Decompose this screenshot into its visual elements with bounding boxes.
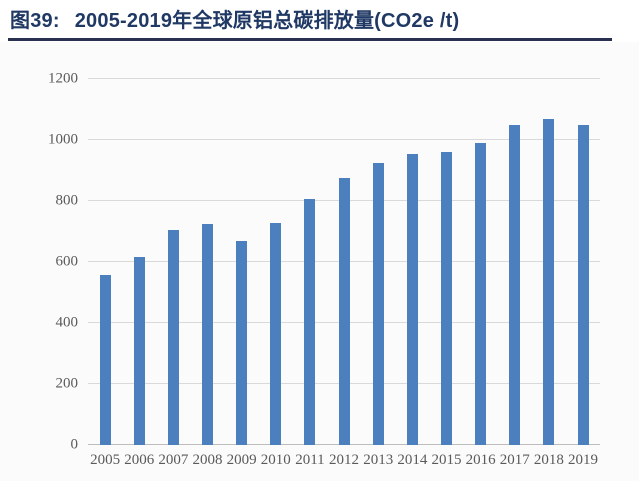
x-tick-label-2010: 2010 bbox=[260, 452, 291, 468]
y-tick-label-0: 0 bbox=[70, 436, 79, 453]
bar-slot-2005 bbox=[88, 79, 122, 445]
y-tick-label-800: 800 bbox=[55, 192, 79, 209]
bar-slot-2013 bbox=[361, 79, 395, 445]
bar-2018 bbox=[543, 119, 555, 445]
page-title: 图39: 2005-2019年全球原铝总碳排放量(CO2e /t) bbox=[10, 4, 633, 33]
x-tick-label-2012: 2012 bbox=[329, 452, 360, 468]
bar-slot-2010 bbox=[259, 79, 293, 445]
bar-2010 bbox=[270, 222, 282, 445]
bar-2017 bbox=[509, 124, 521, 445]
bar-slot-2009 bbox=[225, 79, 259, 445]
y-tick-label-1200: 1200 bbox=[48, 70, 78, 87]
bar-slot-2017 bbox=[498, 79, 532, 445]
bar-slot-2018 bbox=[532, 79, 566, 445]
bar-2011 bbox=[304, 199, 316, 445]
y-tick-label-600: 600 bbox=[55, 253, 79, 270]
bar-slot-2011 bbox=[293, 79, 327, 445]
bar-chart: 0 200 400 600 800 1000 1200 2005 2006 2007 2008 20… bbox=[0, 42, 639, 481]
bar-slot-2014 bbox=[395, 79, 429, 445]
bar-2015 bbox=[440, 152, 452, 445]
bar-slot-2006 bbox=[122, 79, 156, 445]
x-tick-label-2005: 2005 bbox=[90, 452, 121, 468]
bar-slot-2007 bbox=[156, 79, 190, 445]
x-tick-label-2018: 2018 bbox=[533, 452, 564, 468]
plot-area bbox=[88, 78, 600, 445]
gridline-1200 bbox=[88, 78, 600, 79]
x-tick-label-2016: 2016 bbox=[465, 452, 496, 468]
bar-slot-2015 bbox=[429, 79, 463, 445]
x-tick-label-2015: 2015 bbox=[431, 452, 462, 468]
x-tick-label-2014: 2014 bbox=[397, 452, 428, 468]
y-axis-labels: 0 200 400 600 800 1000 1200 bbox=[0, 71, 79, 452]
bar-2005 bbox=[99, 275, 111, 445]
bar-2016 bbox=[475, 143, 487, 445]
x-tick-label-2006: 2006 bbox=[124, 452, 155, 468]
figure-header: 图39: 2005-2019年全球原铝总碳排放量(CO2e /t) bbox=[0, 0, 639, 42]
y-tick-label-1000: 1000 bbox=[48, 131, 78, 148]
bar-slot-2016 bbox=[464, 79, 498, 445]
title-underline bbox=[8, 38, 612, 41]
x-tick-label-2011: 2011 bbox=[295, 452, 325, 468]
x-tick-label-2013: 2013 bbox=[363, 452, 394, 468]
x-tick-label-2009: 2009 bbox=[226, 452, 257, 468]
y-tick-label-400: 400 bbox=[55, 314, 79, 331]
x-axis-labels: 2005 2006 2007 2008 2009 2010 2011 2012 2013 2014… bbox=[88, 453, 600, 468]
bar-2008 bbox=[201, 223, 213, 445]
x-tick-label-2019: 2019 bbox=[568, 452, 599, 468]
bar-series bbox=[88, 79, 600, 445]
x-tick-label-2007: 2007 bbox=[158, 452, 189, 468]
bar-slot-2019 bbox=[566, 79, 600, 445]
bar-2007 bbox=[167, 229, 179, 445]
bar-2019 bbox=[577, 124, 589, 445]
bar-2013 bbox=[372, 162, 384, 445]
figure-number-label: 图39: bbox=[10, 10, 60, 32]
bar-slot-2008 bbox=[190, 79, 224, 445]
bar-2009 bbox=[236, 240, 248, 445]
bar-2014 bbox=[406, 153, 418, 445]
bar-2012 bbox=[338, 177, 350, 445]
x-tick-label-2017: 2017 bbox=[499, 452, 530, 468]
figure-title-text: 2005-2019年全球原铝总碳排放量(CO2e /t) bbox=[74, 10, 460, 32]
y-tick-label-200: 200 bbox=[55, 375, 79, 392]
bar-2006 bbox=[133, 256, 145, 445]
x-tick-label-2008: 2008 bbox=[192, 452, 223, 468]
bar-slot-2012 bbox=[327, 79, 361, 445]
gridline-1000 bbox=[88, 139, 600, 140]
